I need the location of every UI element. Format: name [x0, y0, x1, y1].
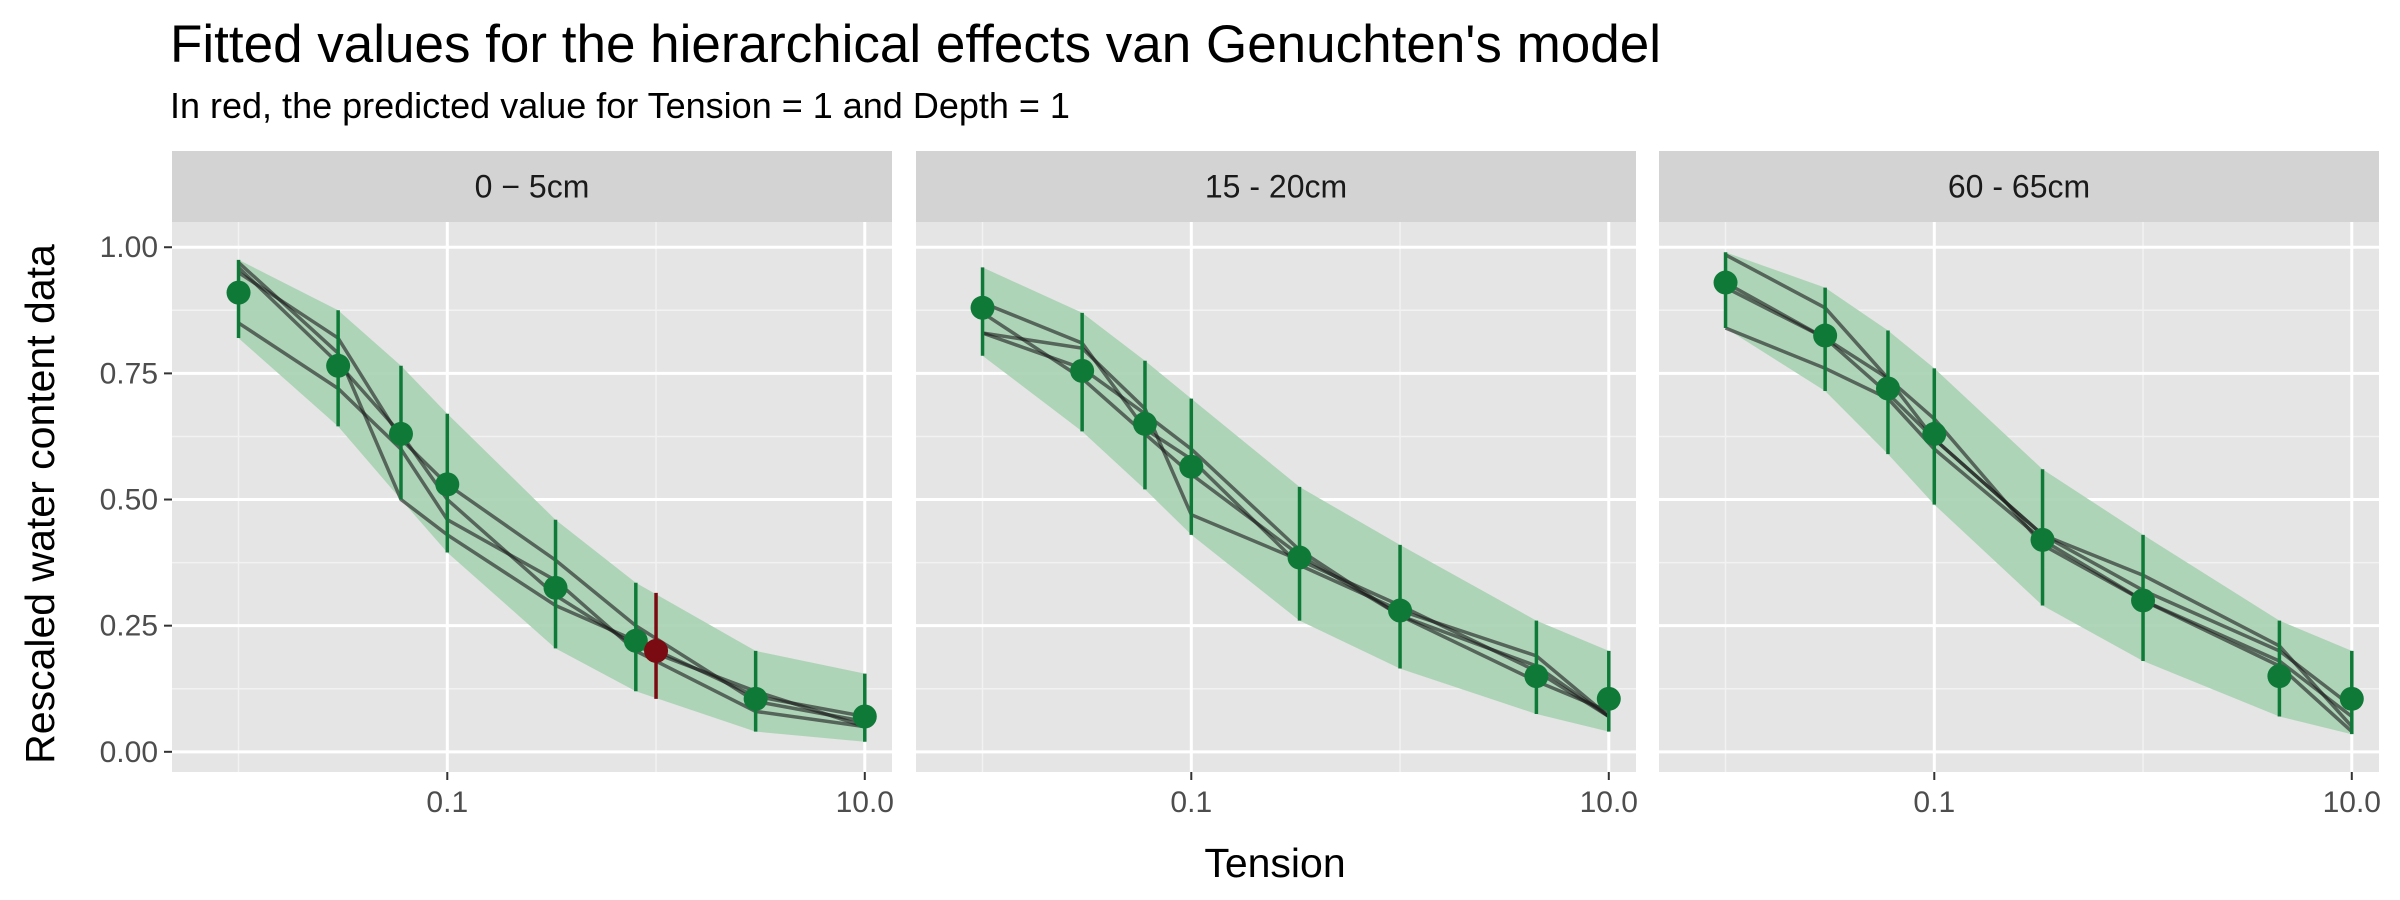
- y-tick-label: 0.00: [100, 736, 158, 769]
- data-point: [1132, 411, 1157, 436]
- facet-panels: 0 − 5cm 0.1 10.0 15 - 20cm 0.1 10.0 60 - 65cm 0…: [100, 151, 2381, 819]
- data-point: [1070, 358, 1095, 383]
- data-point: [1922, 421, 1947, 446]
- x-tick-label: 10.0: [836, 786, 894, 819]
- facet-strip-label: 60 - 65cm: [1948, 169, 2090, 205]
- facet-strip: [1659, 151, 2379, 222]
- posterior-draw-line: [237, 321, 866, 729]
- facet-panel-2: 15 - 20cm 0.1 10.0: [916, 151, 1638, 819]
- facet-panel-3: 60 - 65cm 0.1 10.0: [1659, 151, 2381, 819]
- data-point: [2030, 527, 2055, 552]
- chart-subtitle: In red, the predicted value for Tension …: [170, 85, 1070, 126]
- data-point: [623, 628, 648, 653]
- y-tick-label: 0.75: [100, 357, 158, 390]
- facet-panel-1: 0 − 5cm 0.1 10.0: [172, 151, 894, 819]
- facet-strip-label: 0 − 5cm: [475, 169, 590, 205]
- facet-strip: [916, 151, 1636, 222]
- posterior-draw-line: [981, 301, 1610, 718]
- posterior-draw-line: [1724, 326, 2353, 718]
- data-point: [1713, 270, 1738, 295]
- data-point: [543, 575, 568, 600]
- data-point: [1813, 323, 1838, 348]
- y-tick-label: 0.25: [100, 610, 158, 643]
- posterior-draw-line: [237, 266, 866, 729]
- x-axis-title: Tension: [1204, 840, 1345, 886]
- y-tick-label: 0.50: [100, 484, 158, 517]
- data-point: [852, 704, 877, 729]
- data-point: [2339, 686, 2364, 711]
- facet-strip-label: 15 - 20cm: [1205, 169, 1347, 205]
- data-point: [1875, 376, 1900, 401]
- posterior-draw-line: [1724, 281, 2353, 708]
- data-point: [435, 472, 460, 497]
- data-point: [1388, 598, 1413, 623]
- data-point: [388, 421, 413, 446]
- posterior-draw-line: [237, 271, 866, 724]
- data-point: [970, 295, 995, 320]
- data-point: [226, 280, 251, 305]
- data-point: [326, 353, 351, 378]
- highlight-point: [644, 638, 669, 663]
- credible-ribbon: [238, 259, 865, 742]
- data-point: [2131, 588, 2156, 613]
- x-tick-label: 10.0: [2323, 786, 2381, 819]
- data-point: [743, 686, 768, 711]
- chart-title: Fitted values for the hierarchical effec…: [170, 15, 1661, 74]
- data-point: [1596, 686, 1621, 711]
- data-point: [1287, 545, 1312, 570]
- x-tick-label: 0.1: [1170, 786, 1212, 819]
- data-point: [2267, 664, 2292, 689]
- y-tick-label: 1.00: [100, 231, 158, 264]
- x-tick-label: 0.1: [1913, 786, 1955, 819]
- y-axis-title: Rescaled water content data: [17, 244, 63, 764]
- x-tick-label: 10.0: [1580, 786, 1638, 819]
- x-tick-label: 0.1: [426, 786, 468, 819]
- facet-strip: [172, 151, 892, 222]
- posterior-draw-line: [981, 311, 1610, 718]
- data-point: [1524, 664, 1549, 689]
- data-point: [1179, 454, 1204, 479]
- credible-ribbon: [982, 267, 1609, 732]
- posterior-draw-line: [1724, 286, 2353, 733]
